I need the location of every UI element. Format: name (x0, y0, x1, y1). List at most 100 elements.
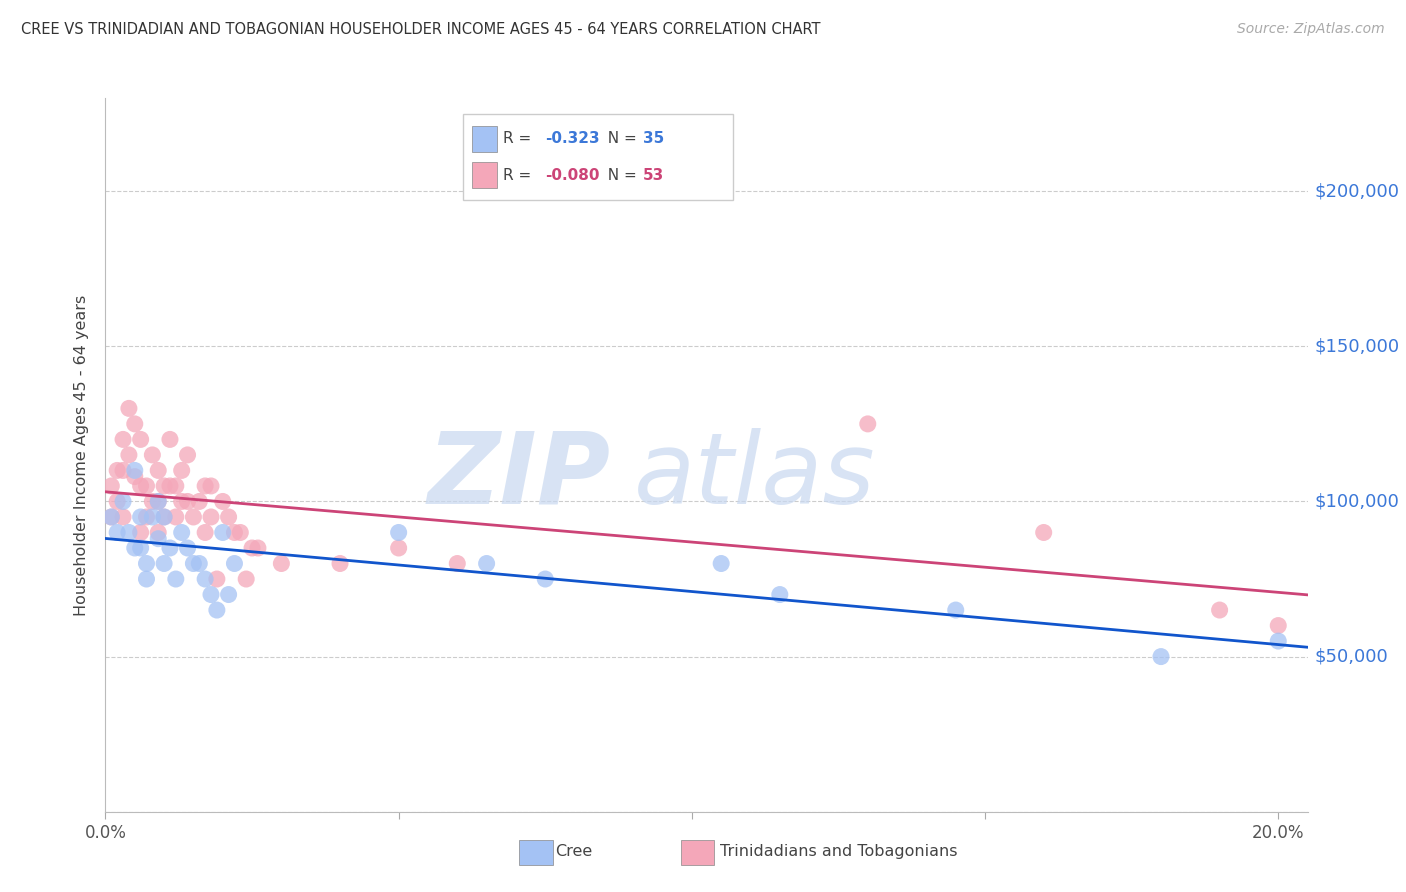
Text: $50,000: $50,000 (1315, 648, 1388, 665)
Point (148, 494, 170, 508)
Point (1208, 603, 1230, 617)
Point (475, 557, 498, 571)
Point (200, 479, 222, 493)
Point (246, 541, 269, 555)
Point (100, 510, 122, 524)
Point (211, 525, 233, 540)
Point (141, 510, 163, 524)
Point (945, 603, 967, 617)
Point (118, 525, 141, 540)
Text: 35: 35 (644, 131, 665, 146)
Point (165, 479, 187, 493)
Text: atlas: atlas (634, 428, 876, 524)
Point (118, 448, 141, 462)
Point (165, 572, 187, 586)
Point (183, 510, 205, 524)
Text: Cree: Cree (555, 845, 592, 859)
Text: 53: 53 (644, 168, 665, 183)
Point (135, 572, 157, 586)
Point (856, 417, 879, 431)
Text: R =: R = (503, 131, 536, 146)
Point (224, 525, 246, 540)
Point (1267, 618, 1289, 632)
Point (159, 479, 181, 493)
Point (124, 469, 146, 483)
Point (194, 479, 217, 493)
Point (211, 494, 233, 508)
Point (129, 525, 152, 540)
Text: N =: N = (599, 168, 643, 183)
Point (112, 510, 135, 524)
Point (170, 463, 193, 477)
Point (153, 510, 176, 524)
Point (205, 572, 228, 586)
Point (141, 448, 163, 462)
Point (218, 510, 240, 524)
Text: ZIP: ZIP (427, 428, 610, 524)
Point (112, 494, 135, 508)
Point (153, 479, 176, 493)
Text: $200,000: $200,000 (1315, 182, 1399, 200)
Point (100, 510, 122, 524)
Y-axis label: Householder Income Ages 45 - 64 years: Householder Income Ages 45 - 64 years (75, 294, 90, 615)
Text: Trinidadians and Tobagonians: Trinidadians and Tobagonians (720, 845, 957, 859)
Point (200, 588, 222, 602)
Point (129, 433, 152, 447)
Point (112, 433, 135, 447)
Point (183, 557, 205, 571)
Point (329, 557, 352, 571)
Text: -0.323: -0.323 (546, 131, 599, 146)
Text: CREE VS TRINIDADIAN AND TOBAGONIAN HOUSEHOLDER INCOME AGES 45 - 64 YEARS CORRELA: CREE VS TRINIDADIAN AND TOBAGONIAN HOUSE… (21, 22, 821, 37)
Point (188, 557, 211, 571)
Text: $100,000: $100,000 (1315, 492, 1399, 510)
Point (135, 479, 157, 493)
Point (112, 463, 135, 477)
Point (124, 463, 146, 477)
Point (100, 479, 122, 493)
Point (194, 572, 217, 586)
Point (159, 433, 181, 447)
Text: Source: ZipAtlas.com: Source: ZipAtlas.com (1237, 22, 1385, 37)
Point (148, 525, 170, 540)
Point (176, 448, 198, 462)
Point (141, 494, 163, 508)
Point (218, 588, 240, 602)
Point (446, 557, 468, 571)
Point (148, 463, 170, 477)
Point (129, 510, 152, 524)
Point (270, 557, 292, 571)
Point (105, 494, 128, 508)
Point (105, 463, 128, 477)
Point (240, 541, 263, 555)
Point (388, 525, 411, 540)
Point (188, 494, 211, 508)
Point (153, 557, 176, 571)
Point (170, 494, 193, 508)
Point (235, 572, 257, 586)
Point (224, 557, 246, 571)
Point (170, 525, 193, 540)
Point (148, 532, 170, 546)
Point (388, 541, 411, 555)
Point (153, 510, 176, 524)
Point (1150, 649, 1173, 664)
Point (1267, 634, 1289, 648)
Point (205, 603, 228, 617)
Point (200, 510, 222, 524)
Point (534, 572, 557, 586)
Text: N =: N = (599, 131, 643, 146)
Point (194, 525, 217, 540)
Point (159, 541, 181, 555)
Point (124, 417, 146, 431)
Text: $150,000: $150,000 (1315, 337, 1400, 355)
Point (165, 510, 187, 524)
Point (135, 510, 157, 524)
Point (176, 541, 198, 555)
Point (1032, 525, 1054, 540)
Point (129, 541, 152, 555)
Point (105, 525, 128, 540)
Point (710, 557, 733, 571)
Point (148, 494, 170, 508)
Point (176, 494, 198, 508)
Point (229, 525, 252, 540)
